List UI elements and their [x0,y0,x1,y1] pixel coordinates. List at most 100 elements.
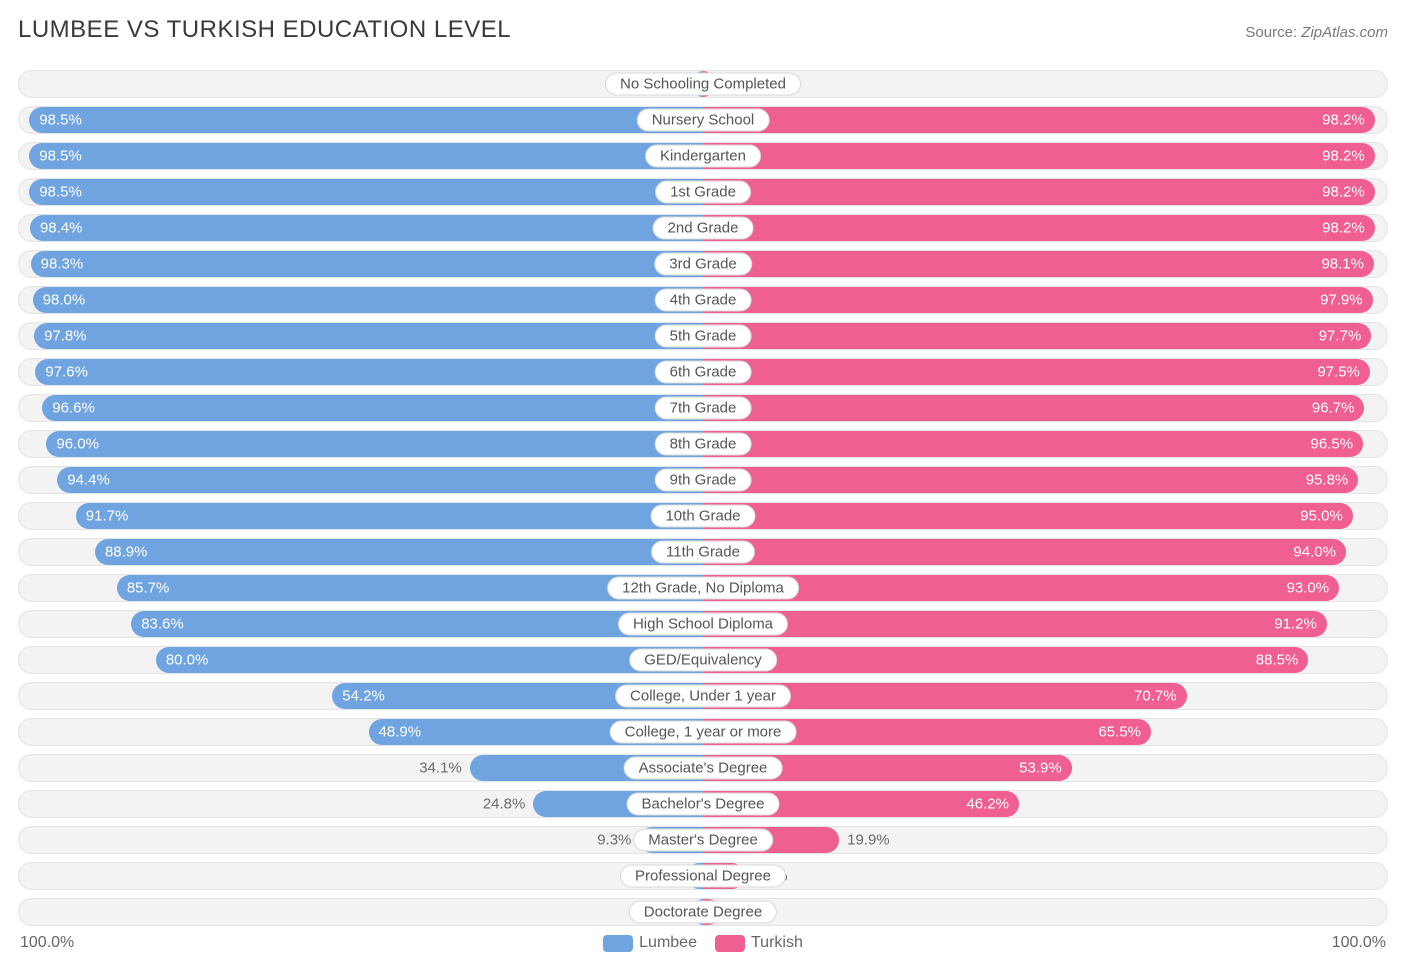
bar-left-value: 9.3% [597,832,631,849]
bar-right: 95.8% [703,467,1358,493]
legend-label-left: Lumbee [639,934,697,952]
chart-row: 2.5%6.2%Professional Degree [18,862,1388,890]
legend-swatch-left [603,935,633,952]
chart-row: 91.7% 95.0% 10th Grade [18,502,1388,530]
bar-left-value: 54.2% [342,688,385,705]
bar-left: 98.5% [29,107,703,133]
bar-right-value: 98.2% [1322,148,1365,165]
category-pill: High School Diploma [618,613,788,636]
bar-right-value: 98.1% [1321,256,1364,273]
legend-label-right: Turkish [751,934,803,952]
bar-left-value: 98.4% [40,220,83,237]
bar-right: 95.0% [703,503,1353,529]
bar-left: 91.7% [76,503,703,529]
chart-legend: Lumbee Turkish [74,934,1331,952]
bar-left-value: 85.7% [127,580,170,597]
chart-header: LUMBEE VS TURKISH EDUCATION LEVEL Source… [18,16,1388,44]
category-pill: Nursery School [637,109,770,132]
bar-left: 98.5% [29,179,703,205]
chart-row: 98.3% 98.1% 3rd Grade [18,250,1388,278]
chart-row: 98.5% 98.2% 1st Grade [18,178,1388,206]
chart-row: 98.0%97.9%4th Grade [18,286,1388,314]
chart-row: 96.6%96.7%7th Grade [18,394,1388,422]
bar-left-value: 96.6% [52,400,95,417]
bar-left: 96.0% [46,431,703,457]
bar-right-value: 46.2% [966,796,1009,813]
bar-right-value: 97.9% [1320,292,1363,309]
bar-right-value: 96.7% [1312,400,1355,417]
chart-source: Source: ZipAtlas.com [1245,24,1388,41]
bar-right-value: 95.0% [1300,508,1343,525]
chart-row: 34.1% 53.9% Associate's Degree [18,754,1388,782]
legend-swatch-right [715,935,745,952]
legend-item-left: Lumbee [603,934,697,952]
bar-left-value: 94.4% [67,472,110,489]
category-pill: Professional Degree [620,865,786,888]
category-pill: 1st Grade [655,181,751,204]
category-pill: 3rd Grade [654,253,752,276]
bar-left: 80.0% [156,647,703,673]
bar-left-value: 97.6% [45,364,88,381]
category-pill: Associate's Degree [624,757,783,780]
bar-left-value: 98.0% [43,292,86,309]
bar-right-value: 70.7% [1134,688,1177,705]
chart-row: 97.6%97.5%6th Grade [18,358,1388,386]
bar-right: 98.1% [703,251,1374,277]
category-pill: 2nd Grade [653,217,754,240]
bar-left: 97.6% [35,359,703,385]
bar-right: 97.5% [703,359,1370,385]
bar-right-value: 88.5% [1256,652,1299,669]
bar-right-value: 97.7% [1319,328,1362,345]
bar-left: 94.4% [57,467,703,493]
chart-row: 24.8%46.2%Bachelor's Degree [18,790,1388,818]
bar-right: 91.2% [703,611,1327,637]
chart-row: 48.9%65.5%College, 1 year or more [18,718,1388,746]
bar-right-value: 94.0% [1293,544,1336,561]
category-pill: No Schooling Completed [605,73,801,96]
axis-left-max: 100.0% [20,934,74,952]
chart-row: 83.6%91.2%High School Diploma [18,610,1388,638]
category-pill: 9th Grade [655,469,752,492]
bar-right: 96.7% [703,395,1364,421]
category-pill: 11th Grade [651,541,755,564]
bar-right: 98.2% [703,143,1375,169]
bar-right-value: 65.5% [1098,724,1141,741]
bar-right: 88.5% [703,647,1308,673]
bar-left-value: 24.8% [483,796,526,813]
chart-footer: 100.0% Lumbee Turkish 100.0% [18,934,1388,952]
chart-row: 88.9% 94.0% 11th Grade [18,538,1388,566]
bar-left-value: 48.9% [379,724,422,741]
bar-left-value: 98.5% [39,184,82,201]
category-pill: 12th Grade, No Diploma [607,577,799,600]
bar-left-value: 98.5% [39,112,82,129]
bar-right: 96.5% [703,431,1363,457]
bar-right: 98.2% [703,179,1375,205]
chart-row: 97.8%97.7%5th Grade [18,322,1388,350]
bar-right: 98.2% [703,215,1375,241]
bar-left-value: 98.5% [39,148,82,165]
chart-row: 80.0% 88.5% GED/Equivalency [18,646,1388,674]
chart-row: 1.1%2.7%Doctorate Degree [18,898,1388,926]
bar-right-value: 53.9% [1019,760,1062,777]
bar-right-value: 91.2% [1274,616,1317,633]
chart-row: 1.5%1.8%No Schooling Completed [18,70,1388,98]
chart-row: 96.0%96.5%8th Grade [18,430,1388,458]
category-pill: Master's Degree [633,829,773,852]
category-pill: Kindergarten [645,145,761,168]
bar-left-value: 34.1% [419,760,462,777]
bar-right-value: 98.2% [1322,184,1365,201]
bar-left: 88.9% [95,539,703,565]
chart-title: LUMBEE VS TURKISH EDUCATION LEVEL [18,16,511,44]
category-pill: GED/Equivalency [629,649,777,672]
bar-left-value: 98.3% [41,256,84,273]
bar-left: 98.4% [30,215,703,241]
bar-right-value: 98.2% [1322,112,1365,129]
category-pill: 8th Grade [655,433,752,456]
source-value: ZipAtlas.com [1301,24,1388,41]
chart-row: 94.4% 95.8%9th Grade [18,466,1388,494]
chart-row: 98.4% 98.2%2nd Grade [18,214,1388,242]
category-pill: 10th Grade [650,505,755,528]
bar-right-value: 93.0% [1287,580,1330,597]
legend-item-right: Turkish [715,934,803,952]
category-pill: College, Under 1 year [615,685,791,708]
